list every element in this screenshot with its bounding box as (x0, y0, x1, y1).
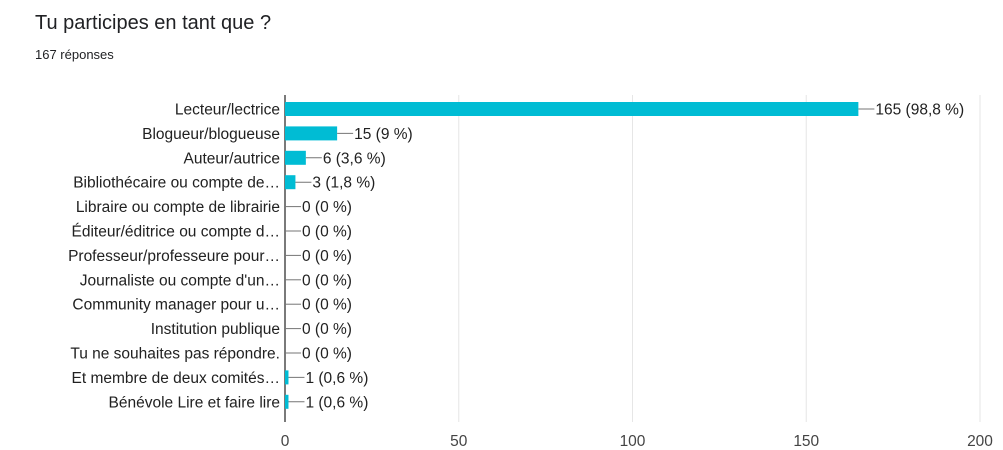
bar (285, 175, 296, 190)
category-label: Bénévole Lire et faire lire (109, 394, 280, 411)
category-label: Institution publique (151, 321, 280, 338)
data-label: 15 (9 %) (354, 126, 413, 143)
data-label: 0 (0 %) (302, 199, 352, 216)
category-label: Community manager pour u… (72, 297, 280, 314)
question-title: Tu participes en tant que ? (35, 12, 272, 34)
x-tick-label: 150 (793, 433, 819, 450)
bar (285, 150, 306, 165)
category-label: Éditeur/éditrice ou compte d… (72, 224, 281, 241)
category-label: Journaliste ou compte d'un… (80, 272, 280, 289)
category-label: Libraire ou compte de librairie (76, 199, 280, 216)
bar (285, 126, 338, 141)
data-label: 0 (0 %) (302, 346, 352, 363)
category-label: Bibliothécaire ou compte de… (73, 175, 280, 192)
x-tick-label: 100 (620, 433, 646, 450)
data-label: 6 (3,6 %) (323, 150, 386, 167)
category-label: Blogueur/blogueuse (142, 126, 280, 143)
data-label: 0 (0 %) (302, 248, 352, 265)
bar (285, 102, 859, 116)
data-label: 165 (98,8 %) (875, 102, 964, 119)
data-label: 0 (0 %) (302, 321, 352, 338)
bar (285, 370, 289, 385)
data-label: 0 (0 %) (302, 272, 352, 289)
bar (285, 394, 289, 409)
data-label: 1 (0,6 %) (305, 394, 368, 411)
x-tick-label: 200 (967, 433, 993, 450)
category-label: Auteur/autrice (184, 150, 281, 167)
category-label: Et membre de deux comités… (72, 370, 280, 387)
data-label: 1 (0,6 %) (305, 370, 368, 387)
category-label: Professeur/professeure pour… (68, 248, 280, 265)
data-label: 0 (0 %) (302, 224, 352, 241)
x-tick-label: 0 (281, 433, 290, 450)
x-tick-label: 50 (450, 433, 468, 450)
data-label: 3 (1,8 %) (312, 175, 375, 192)
category-label: Tu ne souhaites pas répondre. (70, 346, 280, 363)
category-label: Lecteur/lectrice (175, 102, 280, 119)
response-count: 167 réponses (35, 47, 114, 62)
data-label: 0 (0 %) (302, 297, 352, 314)
